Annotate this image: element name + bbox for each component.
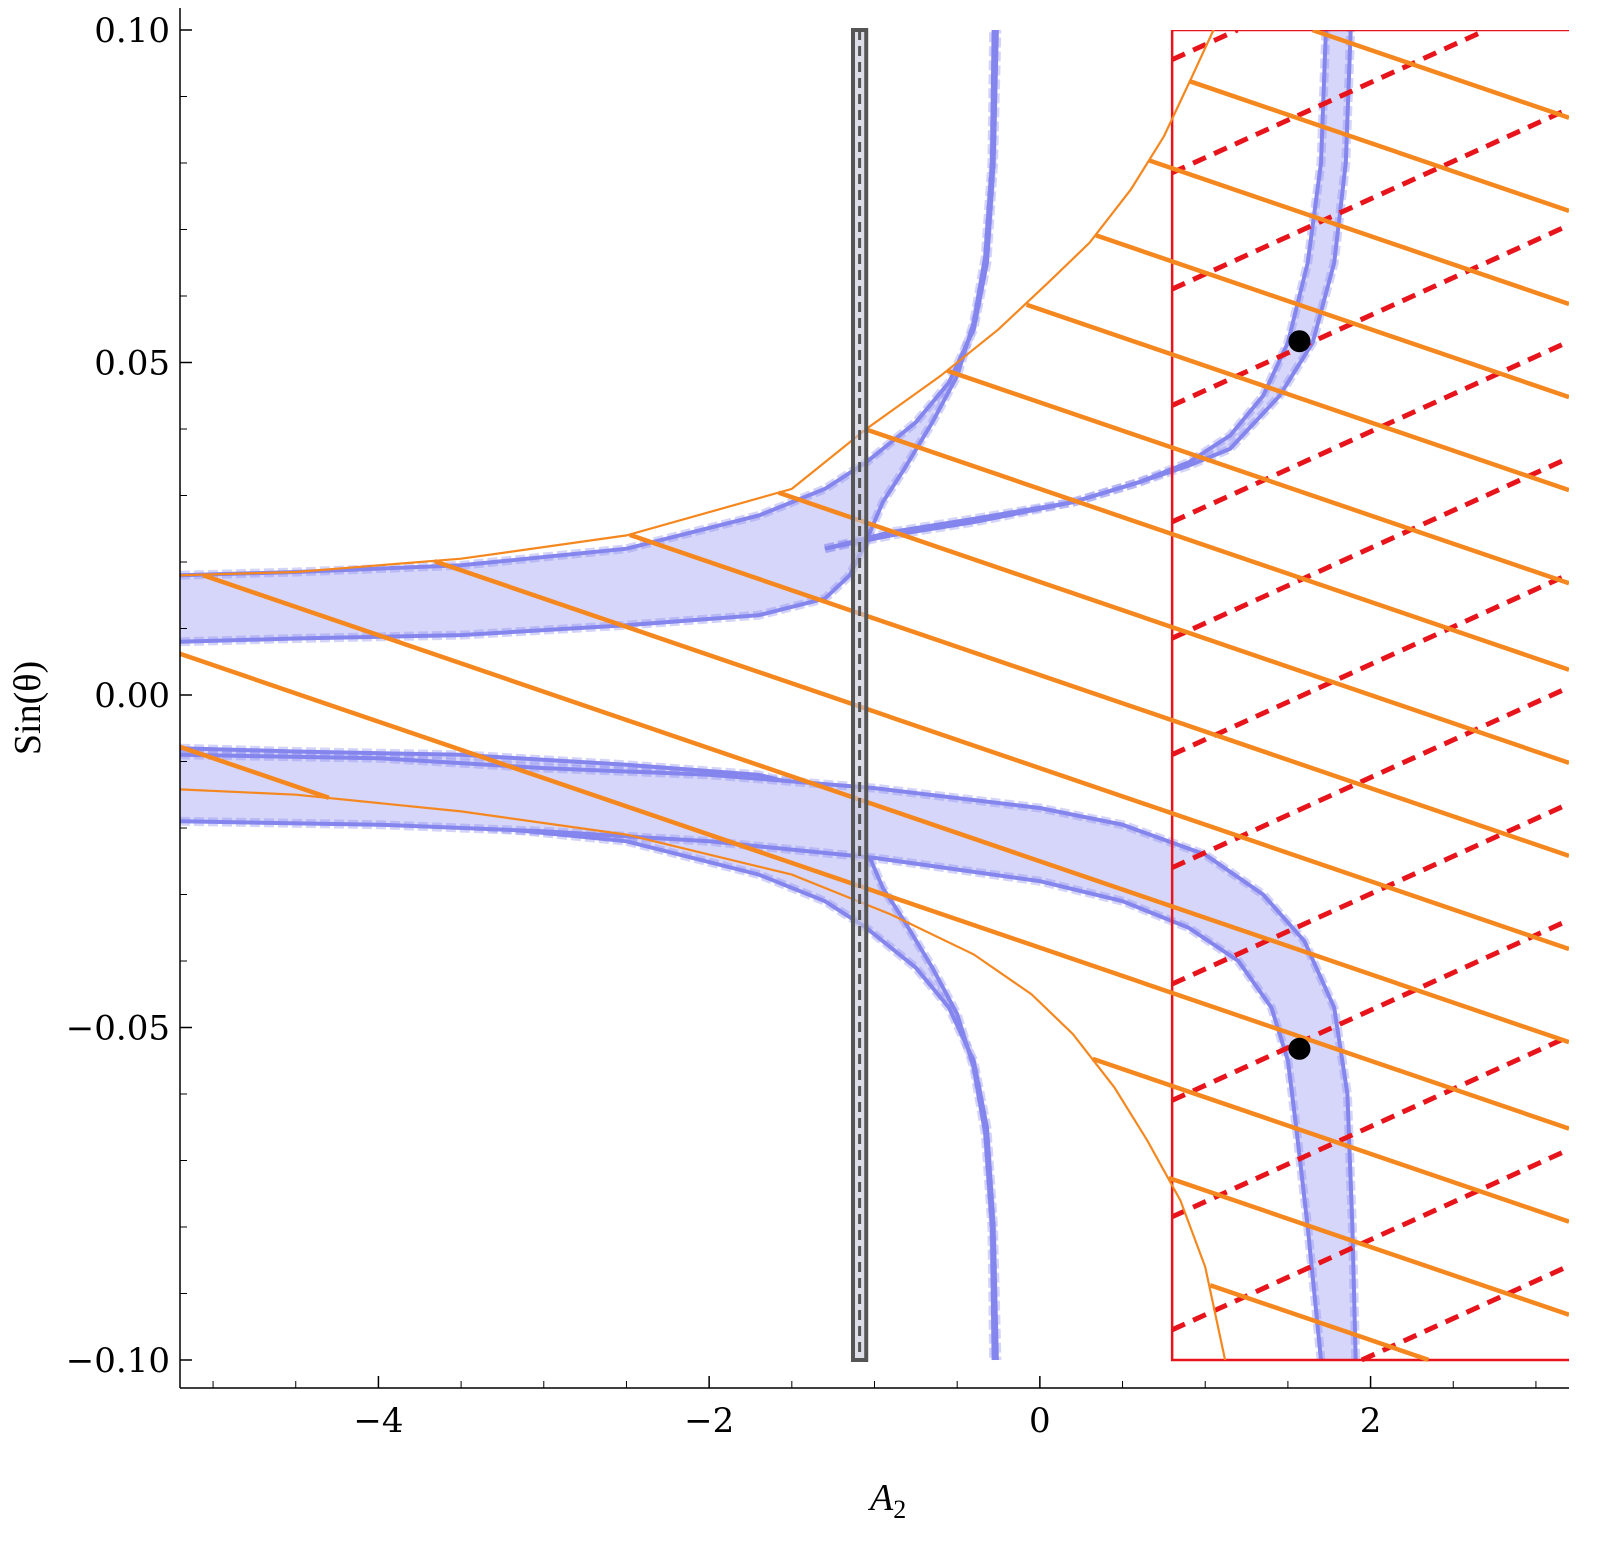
red-hatch-line-10	[1171, 1034, 1569, 1220]
orange-hatch-line-5-0	[1148, 158, 1569, 307]
orange-hatch-line-4-0	[1189, 79, 1569, 214]
orange-hatch-line-6-0	[1095, 233, 1569, 400]
x-tick-label-0: −4	[353, 1401, 403, 1441]
orange-hatch-line-14-0	[180, 651, 1569, 1131]
y-tick-label-2: 0.00	[94, 676, 170, 716]
y-tick-label-3: −0.05	[66, 1009, 170, 1049]
gray-vertical-bar	[851, 28, 869, 1362]
y-tick-label-0: 0.10	[94, 11, 170, 51]
band-edge-3-1	[180, 819, 1323, 1361]
red-hatch-line-4	[1171, 339, 1569, 525]
red-hatch-line-11	[1171, 1147, 1569, 1333]
orange-hatch-line-3-0	[1311, 30, 1569, 120]
y-tick-label-4: −0.10	[66, 1341, 170, 1381]
red-hatch-line-0	[1171, 30, 1239, 62]
orange-hatch-line-12-0	[433, 559, 1569, 952]
red-hatch-line-12	[1360, 1263, 1569, 1363]
excluded-region	[1170, 30, 1569, 1362]
red-hatch-line-8	[1171, 801, 1569, 987]
orange-boundary-1	[180, 788, 1227, 1361]
x-tick-label-2: 0	[1029, 1401, 1051, 1441]
orange-hatch-line-9-0	[865, 427, 1569, 672]
orange-hatch-line-16-0	[1168, 1175, 1569, 1317]
red-hatch-line-5	[1171, 455, 1569, 641]
band-edge-2-1	[824, 30, 1353, 551]
best-fit-point-1	[1288, 1037, 1311, 1060]
x-tick-label-3: 2	[1360, 1401, 1382, 1441]
orange-boundary-0	[180, 30, 1215, 577]
band-edge-2-0	[824, 30, 1328, 551]
red-hatch-line-2	[1171, 106, 1569, 292]
x-axis-label: A2	[867, 1477, 906, 1524]
orange-hatch-line-17-0	[1209, 1283, 1430, 1362]
orange-hatch-line-8-0	[946, 368, 1569, 586]
red-hatch-line-1	[1171, 30, 1488, 175]
orange-hatch-line-10-0	[777, 490, 1569, 765]
red-region-outline	[1170, 30, 1569, 1362]
confidence-bands	[180, 30, 1361, 1361]
orange-hatch-line-15-0	[180, 744, 330, 800]
orange-hatch-line-15-1	[1092, 1056, 1569, 1224]
orange-boundaries	[180, 30, 1227, 1361]
orange-hatch-line-13-0	[202, 573, 1569, 1045]
x-tick-label-1: −2	[684, 1401, 734, 1441]
axis-ticks: −4 −2 0 2 0.10 0.05 0.00 −0.05 −0.10	[66, 11, 1537, 1441]
band-edge-1-1	[180, 746, 996, 1361]
band-fill-0	[180, 30, 997, 642]
y-axis-label: Sin(θ)	[7, 661, 49, 755]
orange-hatching	[180, 30, 1569, 1362]
red-hatch-line-9	[1171, 917, 1569, 1103]
band-edge-3-0	[180, 752, 1358, 1361]
band-fill-3	[180, 754, 1356, 1360]
orange-hatch-line-11-0	[629, 532, 1569, 859]
best-fit-points	[1288, 330, 1311, 1060]
y-tick-label-1: 0.05	[94, 344, 170, 384]
best-fit-point-0	[1288, 330, 1311, 353]
orange-hatch-line-7-0	[1025, 302, 1569, 493]
red-hatch-line-6	[1171, 571, 1569, 757]
